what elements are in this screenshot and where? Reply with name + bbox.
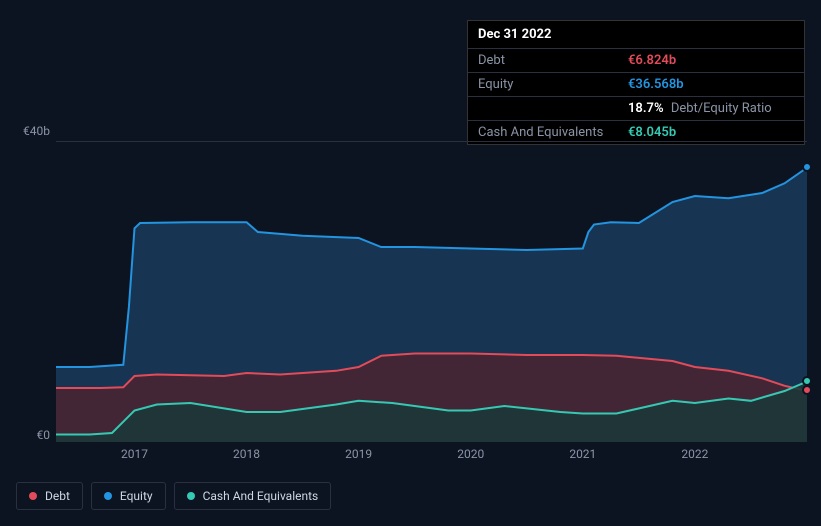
tooltip-row-ratio: 18.7% Debt/Equity Ratio [468, 97, 804, 121]
series-marker [802, 376, 812, 386]
series-marker [802, 385, 812, 395]
legend: Debt Equity Cash And Equivalents [16, 482, 331, 510]
legend-item-equity[interactable]: Equity [91, 482, 166, 510]
tooltip-label: Debt [478, 53, 628, 68]
legend-dot [187, 492, 195, 500]
ratio-value: 18.7% [628, 101, 664, 116]
tooltip-row-equity: Equity €36.568b [468, 73, 804, 97]
tooltip-label [478, 101, 628, 116]
legend-label: Equity [120, 489, 153, 503]
legend-item-debt[interactable]: Debt [16, 482, 83, 510]
tooltip-row-debt: Debt €6.824b [468, 49, 804, 73]
x-tick: 2019 [345, 447, 372, 461]
series-marker [802, 162, 812, 172]
x-tick: 2017 [121, 447, 148, 461]
tooltip-value: €6.824b [628, 53, 676, 68]
legend-dot [29, 492, 37, 500]
x-tick: 2018 [233, 447, 260, 461]
tooltip-value: 18.7% Debt/Equity Ratio [628, 101, 772, 116]
legend-item-cash[interactable]: Cash And Equivalents [174, 482, 332, 510]
chart-area[interactable]: €40b €0 2017 2018 2019 2020 2021 2022 [16, 125, 807, 505]
ratio-suffix: Debt/Equity Ratio [671, 101, 772, 116]
tooltip-label: Equity [478, 77, 628, 92]
x-tick: 2020 [457, 447, 484, 461]
chart-svg [56, 142, 807, 442]
x-tick: 2022 [681, 447, 708, 461]
legend-label: Cash And Equivalents [203, 489, 319, 503]
legend-dot [104, 492, 112, 500]
x-tick: 2021 [569, 447, 596, 461]
y-tick-top: €40b [16, 124, 50, 138]
chart-plot[interactable] [56, 141, 807, 441]
legend-label: Debt [45, 489, 70, 503]
y-tick-bottom: €0 [16, 428, 50, 442]
tooltip-date: Dec 31 2022 [468, 21, 804, 49]
tooltip-value: €36.568b [628, 77, 684, 92]
